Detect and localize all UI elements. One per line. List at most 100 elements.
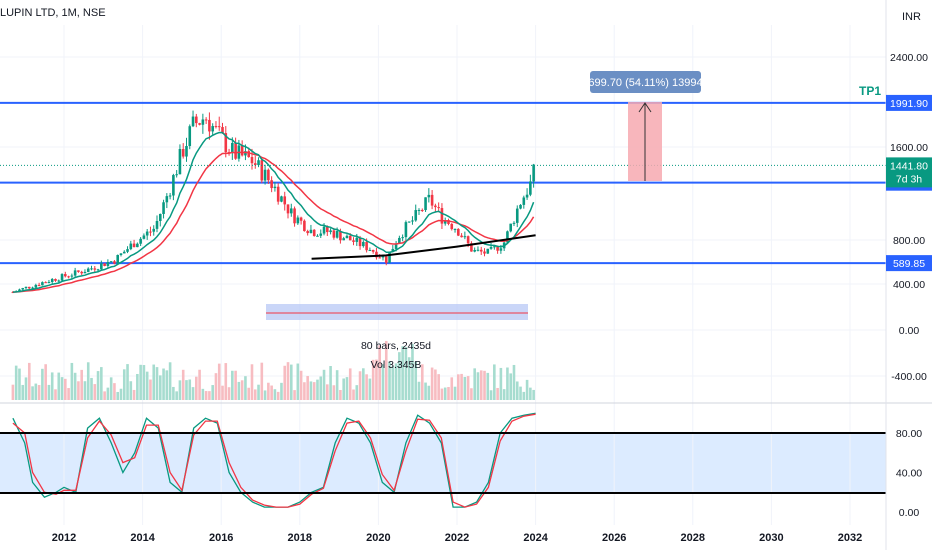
candle-body (306, 231, 309, 234)
candle-body (303, 220, 306, 232)
candle-body (267, 169, 270, 181)
candle-body (96, 269, 100, 271)
ema-slow-line (12, 151, 535, 293)
volume-bar (417, 381, 421, 400)
volume-bar (263, 390, 267, 400)
volume-bar (309, 381, 313, 400)
candle-body (158, 213, 162, 221)
volume-bar (204, 391, 208, 400)
volume-bar (83, 381, 87, 400)
candle-body (50, 279, 54, 283)
candle-body (289, 208, 293, 214)
candle-body (191, 116, 195, 127)
volume-bar (145, 371, 149, 400)
volume-bar (103, 391, 106, 400)
candle-body (250, 157, 254, 164)
volume-bar (512, 364, 516, 400)
volume-bar (319, 376, 323, 400)
time-tick-label: 2030 (759, 532, 783, 544)
candle-body (296, 217, 300, 224)
candle-body (270, 180, 273, 189)
candle-body (103, 263, 106, 267)
volume-bar (260, 362, 264, 400)
candle-body (316, 235, 319, 237)
candle-body (283, 196, 287, 205)
stoch-d-line (12, 413, 536, 508)
volume-bar (244, 376, 247, 400)
candle-body (80, 271, 83, 274)
candle-body (195, 116, 198, 124)
candle-body (260, 160, 264, 181)
candle-body (404, 222, 408, 238)
candle-body (450, 223, 454, 230)
candle-body (113, 261, 116, 264)
volume-bar (267, 382, 270, 400)
volume-bar (172, 386, 175, 400)
volume-bar (486, 372, 490, 400)
volume-bar (522, 391, 526, 400)
time-tick-label: 2026 (602, 532, 626, 544)
candle-body (358, 237, 362, 247)
volume-bar (322, 369, 326, 400)
volume-bar (181, 369, 185, 400)
volume-bar (424, 382, 427, 400)
volume-bar (466, 376, 470, 400)
candle-body (447, 220, 450, 224)
volume-bar (493, 364, 496, 400)
volume-bar (483, 370, 486, 400)
candle-body (381, 256, 385, 258)
candle-body (247, 151, 251, 158)
range-volume-label: Vol 3.345B (371, 359, 422, 371)
volume-bar (355, 385, 359, 400)
candle-body (126, 249, 129, 252)
range-bars-label: 80 bars, 2435d (361, 340, 431, 352)
candle-body (437, 207, 440, 209)
horizontal-levels[interactable] (0, 101, 886, 265)
candle-body (342, 238, 345, 241)
volume-bar (77, 381, 80, 400)
volume-bar (237, 381, 241, 400)
last-price-tag-bg (886, 157, 932, 188)
candle-body (466, 236, 470, 244)
volume-bar (165, 370, 169, 400)
time-tick-label: 2020 (366, 532, 390, 544)
volume-bar (375, 359, 378, 400)
symbol-title: LUPIN LTD, 1M, NSE (0, 7, 106, 19)
time-axis-ticks: 2012 2014 2016 2018 2020 2022 2024 2026 2028 2030… (52, 532, 862, 544)
candle-body (188, 126, 192, 147)
candle-body (339, 230, 342, 241)
candle-body (286, 204, 290, 214)
volume-bar (132, 389, 136, 400)
candle-body (519, 204, 522, 209)
volume-bar (496, 387, 499, 400)
price-tag-bg (886, 94, 932, 111)
candle-body (384, 256, 388, 263)
volume-bar (129, 381, 133, 400)
support-trendline[interactable] (311, 234, 536, 260)
volume-bar (529, 387, 532, 400)
volume-bar (191, 387, 195, 400)
volume-bar (345, 377, 349, 400)
candle-body (365, 241, 368, 251)
stochastic-oscillator (12, 412, 536, 508)
candle-body (204, 119, 208, 121)
currency-label[interactable]: INR (902, 11, 921, 23)
candle-body (90, 268, 93, 270)
volume-bar (515, 381, 519, 400)
range-measure-box (266, 304, 528, 320)
volume-bar (326, 384, 329, 400)
osc-tick-label: 80.00 (896, 428, 922, 440)
candle-body (109, 261, 113, 263)
volume-bar (368, 378, 372, 400)
candle-body (499, 248, 503, 251)
candle-body (479, 249, 483, 252)
volume-bar (18, 368, 21, 400)
candle-body (73, 270, 77, 276)
volume-bar (247, 387, 251, 400)
volume-bar (139, 364, 142, 400)
candle-body (391, 248, 395, 253)
candle-body (443, 220, 447, 224)
candle-body (430, 194, 434, 206)
candle-body (231, 142, 234, 153)
